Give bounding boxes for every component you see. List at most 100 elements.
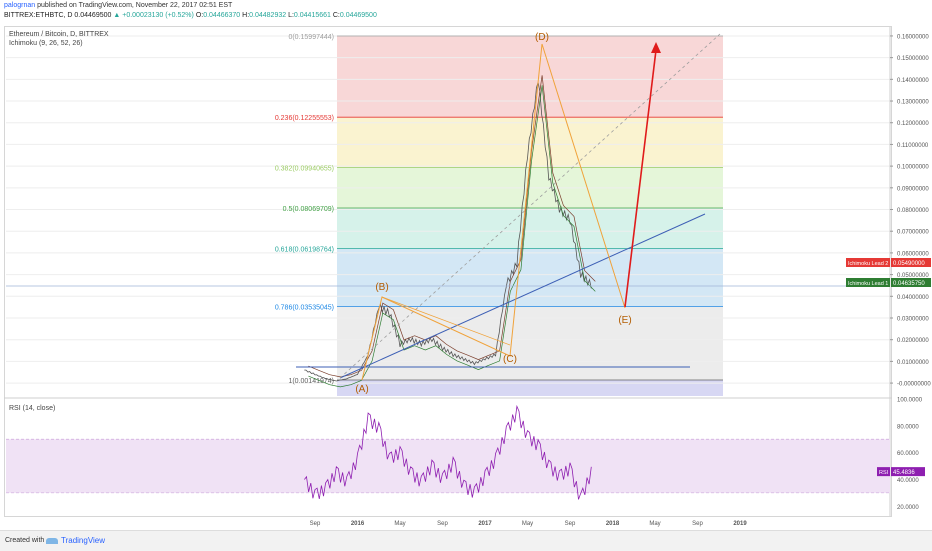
- x-tick-label: 2019: [733, 521, 747, 527]
- x-tick-label: 2017: [478, 521, 492, 527]
- rsi-tick-label: 80.0000: [897, 424, 919, 430]
- x-tick-label: May: [522, 521, 533, 527]
- fib-label: 0.5(0.08069709): [283, 206, 334, 213]
- y-tick-label: 0.01000000: [897, 360, 929, 366]
- rsi-tick-label: 20.0000: [897, 505, 919, 511]
- publish-line: palogrnan published on TradingView.com, …: [4, 2, 232, 9]
- low-label: L:: [288, 12, 294, 19]
- y-tick-label: -0.00000000: [897, 382, 931, 388]
- rsi-name-label: RSI: [879, 470, 889, 476]
- price-line: [304, 82, 592, 382]
- rsi-line: [304, 404, 592, 500]
- x-tick-label: 2018: [606, 521, 620, 527]
- fib-label: 0.786(0.03535045): [275, 304, 334, 311]
- symbol-label: BITTREX:ETHBTC, D: [4, 12, 73, 19]
- y-tick-label: 0.09000000: [897, 186, 929, 192]
- tradingview-logo-icon: [46, 537, 58, 544]
- price-badge-bg: [891, 278, 931, 287]
- rsi-value-badge: [891, 467, 925, 477]
- wave-label: (E): [618, 315, 631, 326]
- price-badge-label-bg: [846, 258, 890, 267]
- close-value: 0.04469500: [339, 12, 377, 19]
- rsi-value: 45.4836: [893, 470, 915, 476]
- rsi-tick-label: 40.0000: [897, 478, 919, 484]
- price-badge-label: Ichimoku Lead 2: [848, 261, 888, 267]
- price-badge-label-bg: [846, 278, 890, 287]
- y-tick-label: 0.06000000: [897, 251, 929, 257]
- high-label: H:: [242, 12, 250, 19]
- x-tick-label: Sep: [310, 521, 321, 527]
- last-price: 0.04469500: [74, 12, 112, 19]
- close-label: C:: [332, 12, 340, 19]
- x-tick-label: Sep: [565, 521, 576, 527]
- fib-label: 0.382(0.09940655): [275, 165, 334, 172]
- target-arrow: [624, 49, 657, 308]
- fib-label: 0.236(0.12255553): [275, 115, 334, 122]
- chart-frame: [4, 26, 892, 517]
- open-label: O:: [195, 12, 204, 19]
- projection-line: [339, 33, 721, 379]
- y-tick-label: 0.11000000: [897, 143, 929, 149]
- arrowhead-icon: [651, 42, 661, 53]
- fib-zone: [337, 36, 723, 118]
- indicator-title: Ichimoku (9, 26, 52, 26): [9, 40, 83, 47]
- price-badge-label: Ichimoku Lead 1: [848, 281, 888, 287]
- x-tick-label: May: [394, 521, 405, 527]
- high-value: 0.04482932: [249, 12, 287, 19]
- tradingview-link[interactable]: TradingView: [46, 536, 105, 545]
- y-tick-label: 0.14000000: [897, 78, 929, 84]
- y-tick-label: 0.05000000: [897, 273, 929, 279]
- x-tick-label: May: [649, 521, 660, 527]
- fib-zone: [337, 380, 723, 396]
- y-tick-label: 0.07000000: [897, 230, 929, 236]
- created-with: Created with: [5, 537, 45, 544]
- rsi-legend: RSI (14, close): [9, 405, 56, 412]
- y-tick-label: 0.10000000: [897, 165, 929, 171]
- fib-label: 0(0.15997444): [288, 34, 334, 41]
- brand-label: TradingView: [61, 536, 106, 545]
- wave-label: (C): [503, 354, 517, 365]
- chart-legend: Ethereum / Bitcoin, D, BITTREX Ichimoku …: [9, 30, 109, 48]
- rsi-tick-label: 100.0000: [897, 398, 923, 404]
- trend-line: [339, 213, 706, 379]
- fib-zone: [337, 208, 723, 249]
- ohlc-line: BITTREX:ETHBTC, D 0.04469500 ▲ +0.000231…: [4, 12, 377, 19]
- publish-text: published on TradingView.com, November 2…: [35, 2, 233, 9]
- footer-bar: Created with TradingView: [0, 530, 932, 551]
- price-change: +0.00023130 (+0.52%): [122, 12, 194, 19]
- fib-zone: [337, 306, 723, 380]
- price-badge-value: 0.05490000: [893, 261, 925, 267]
- tenkan-line: [308, 75, 596, 378]
- rsi-name-badge: [877, 467, 890, 477]
- x-tick-label: Sep: [692, 521, 703, 527]
- kijun-line: [308, 85, 596, 388]
- fib-label: 0.618(0.06198764): [275, 247, 334, 254]
- y-tick-label: 0.02000000: [897, 338, 929, 344]
- wave-label: (B): [375, 282, 388, 293]
- y-tick-label: 0.15000000: [897, 56, 929, 62]
- y-tick-label: 0.08000000: [897, 208, 929, 214]
- y-tick-label: 0.12000000: [897, 121, 929, 127]
- y-tick-label: 0.04000000: [897, 295, 929, 301]
- wave-label: (D): [535, 32, 549, 43]
- price-badge-bg: [891, 258, 931, 267]
- price-badge-value: 0.04635750: [893, 281, 925, 287]
- rsi-tick-label: 60.0000: [897, 451, 919, 457]
- wave-b-line: [381, 296, 511, 346]
- y-tick-label: 0.16000000: [897, 34, 929, 40]
- fib-zone: [337, 248, 723, 307]
- x-tick-label: Sep: [437, 521, 448, 527]
- author-link[interactable]: palogrnan: [4, 2, 36, 9]
- y-tick-label: 0.13000000: [897, 100, 929, 106]
- open-value: 0.04466370: [203, 12, 241, 19]
- rsi-band: [6, 439, 890, 493]
- wave-label: (A): [355, 384, 368, 395]
- low-value: 0.04415661: [293, 12, 331, 19]
- fib-label: 1(0.00141974): [288, 378, 334, 385]
- up-arrow-icon: ▲: [113, 12, 121, 19]
- y-tick-label: 0.03000000: [897, 316, 929, 322]
- x-tick-label: 2016: [351, 521, 365, 527]
- wave-path: [361, 43, 626, 381]
- pair-title: Ethereum / Bitcoin, D, BITTREX: [9, 31, 109, 38]
